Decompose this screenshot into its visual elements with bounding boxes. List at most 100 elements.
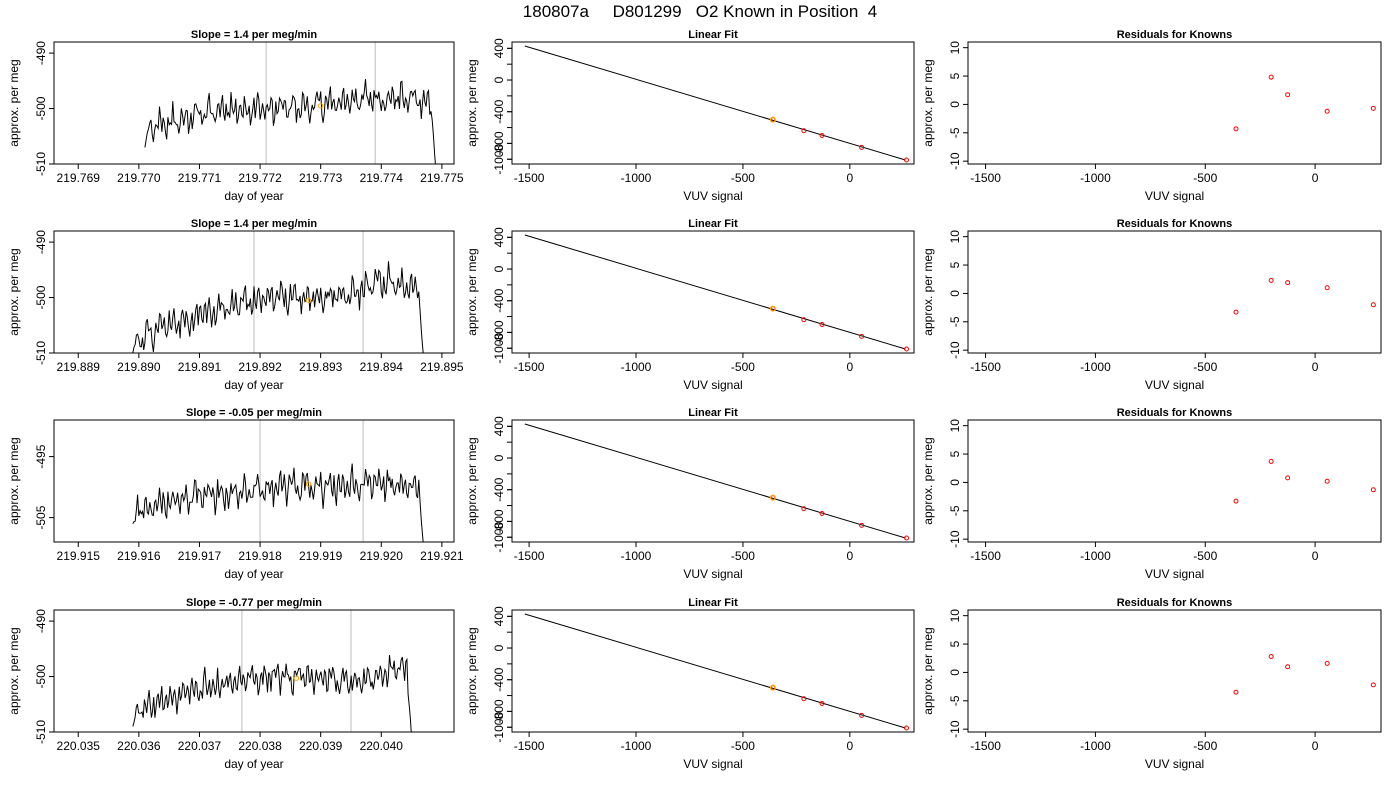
x-tick-label: 220.040 <box>360 739 404 753</box>
y-tick-label: 0 <box>492 644 506 651</box>
x-tick-label: -1000 <box>621 549 652 563</box>
y-tick-label: -490 <box>34 230 48 254</box>
residual-point <box>1285 664 1291 670</box>
fit-point <box>801 317 807 323</box>
y-tick-label: -400 <box>492 477 506 501</box>
panel-title: Linear Fit <box>688 407 738 419</box>
plot-area <box>1233 654 1376 695</box>
fit-point <box>819 510 825 516</box>
x-tick-label: -1500 <box>514 549 545 563</box>
residual-point <box>1268 74 1274 80</box>
x-axis-label: day of year <box>224 189 283 203</box>
time-series-panel: Slope = 1.4 per meg/min day of year approx… <box>7 218 464 392</box>
plot-area <box>132 231 424 353</box>
panel-title: Linear Fit <box>688 29 738 41</box>
y-tick-label: -10 <box>948 720 962 738</box>
marker-point <box>305 481 312 487</box>
fit-point <box>801 696 807 702</box>
residual-point <box>1324 285 1330 291</box>
y-tick-label: 0 <box>492 265 506 272</box>
y-axis-label: approx. per meg <box>921 248 935 335</box>
panel-title: Residuals for Knowns <box>1117 597 1233 609</box>
x-tick-label: 219.772 <box>238 171 282 185</box>
y-tick-label: -1000 <box>492 522 506 553</box>
plot-frame <box>967 41 1382 165</box>
x-tick-label: 219.769 <box>57 171 101 185</box>
x-tick-label: 0 <box>847 171 854 185</box>
residual-point <box>1370 682 1376 688</box>
x-tick-label: 219.773 <box>299 171 343 185</box>
x-axis-label: VUV signal <box>683 378 742 392</box>
y-tick-label: -5 <box>948 505 962 516</box>
plot-area <box>1233 277 1376 315</box>
x-tick-label: 220.037 <box>178 739 222 753</box>
x-axis-label: day of year <box>224 757 283 771</box>
residuals-panel: Residuals for Knowns VUV signal approx. pe… <box>921 218 1382 392</box>
y-tick-label: 400 <box>492 416 506 436</box>
x-tick-label: 219.890 <box>117 360 161 374</box>
plot-frame <box>967 230 1382 354</box>
x-tick-label: -1500 <box>970 549 1001 563</box>
x-tick-label: 220.039 <box>299 739 343 753</box>
y-tick-label: 400 <box>492 38 506 58</box>
x-tick-label: 219.918 <box>238 549 282 563</box>
y-tick-label: -800 <box>492 699 506 723</box>
panel-title: Residuals for Knowns <box>1117 407 1233 419</box>
y-axis-label: approx. per meg <box>465 627 479 714</box>
plot-area <box>524 45 910 163</box>
x-tick-label: 0 <box>847 360 854 374</box>
y-tick-label: -490 <box>34 41 48 65</box>
y-tick-label: -495 <box>34 444 48 468</box>
y-tick-label: 0 <box>948 669 962 676</box>
panel-title: Slope = 1.4 per meg/min <box>191 218 318 230</box>
series-line <box>132 463 424 542</box>
x-tick-label: -500 <box>1193 360 1217 374</box>
y-tick-label: -400 <box>492 288 506 312</box>
y-tick-label: 0 <box>492 76 506 83</box>
fit-line <box>524 234 906 350</box>
panel-title: Linear Fit <box>688 218 738 230</box>
linear-fit-panel: Linear Fit VUV signal approx. per meg -1500… <box>465 597 915 771</box>
plot-area <box>132 420 424 542</box>
y-tick-label: -5 <box>948 695 962 706</box>
x-axis-label: VUV signal <box>1145 567 1204 581</box>
residuals-panel: Residuals for Knowns VUV signal approx. pe… <box>921 597 1382 771</box>
y-tick-label: 0 <box>948 101 962 108</box>
panel-title: Residuals for Knowns <box>1117 29 1233 41</box>
x-tick-label: -500 <box>1193 739 1217 753</box>
residual-point <box>1285 280 1291 286</box>
x-tick-label: -500 <box>731 360 755 374</box>
x-tick-label: -500 <box>731 171 755 185</box>
y-tick-label: -10 <box>948 152 962 170</box>
y-tick-label: -10 <box>948 530 962 548</box>
y-tick-label: -400 <box>492 99 506 123</box>
y-tick-label: -5 <box>948 316 962 327</box>
x-tick-label: 219.919 <box>299 549 343 563</box>
x-axis-label: VUV signal <box>683 567 742 581</box>
fit-point <box>819 321 825 327</box>
x-tick-label: 219.894 <box>360 360 404 374</box>
y-tick-label: -10 <box>948 341 962 359</box>
time-series-panel: Slope = -0.05 per meg/min day of year appr… <box>7 407 464 581</box>
panel-title: Slope = -0.05 per meg/min <box>186 407 322 419</box>
x-tick-label: -1000 <box>1080 739 1111 753</box>
panel-title: Linear Fit <box>688 597 738 609</box>
y-tick-label: 400 <box>492 227 506 247</box>
residual-point <box>1268 458 1274 464</box>
x-tick-label: -500 <box>731 549 755 563</box>
x-axis-label: VUV signal <box>683 189 742 203</box>
y-tick-label: -500 <box>34 285 48 309</box>
y-tick-label: 5 <box>948 72 962 79</box>
x-tick-label: 219.889 <box>57 360 101 374</box>
x-tick-label: 220.035 <box>57 739 101 753</box>
x-axis-label: VUV signal <box>1145 757 1204 771</box>
y-axis-label: approx. per meg <box>921 59 935 146</box>
fit-point <box>904 725 910 731</box>
x-tick-label: 0 <box>1312 549 1319 563</box>
y-tick-label: -490 <box>34 609 48 633</box>
y-tick-label: -500 <box>34 96 48 120</box>
y-tick-label: -1000 <box>492 333 506 364</box>
page-title: 180807a D801299 O2 Known in Position 4 <box>522 2 878 21</box>
linear-fit-panel: Linear Fit VUV signal approx. per meg -1500… <box>465 218 915 392</box>
x-tick-label: 219.920 <box>360 549 404 563</box>
